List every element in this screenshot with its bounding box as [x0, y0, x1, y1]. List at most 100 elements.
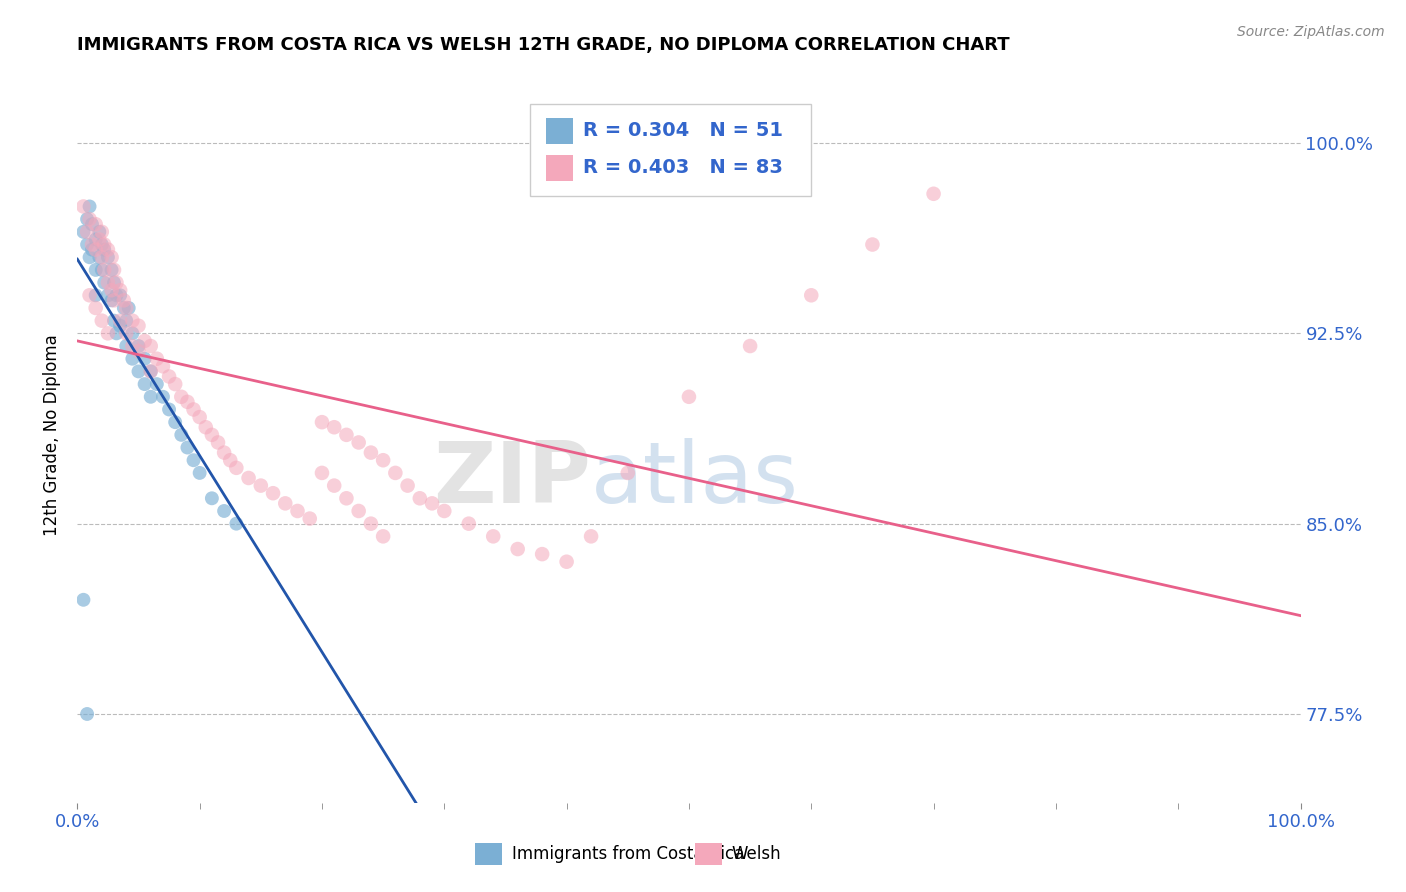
Point [118, 301, 141, 315]
Point [262, 486, 284, 500]
FancyBboxPatch shape [530, 103, 811, 195]
Point [617, 466, 640, 480]
FancyBboxPatch shape [546, 155, 572, 180]
Point [170, 427, 193, 442]
Point [157, 369, 180, 384]
Point [100, 250, 122, 264]
Point [100, 263, 122, 277]
Point [121, 313, 143, 327]
Point [238, 471, 260, 485]
Point [139, 339, 162, 353]
Point [146, 377, 169, 392]
Point [97, 288, 120, 302]
Point [384, 466, 406, 480]
Point [188, 466, 211, 480]
Point [176, 395, 198, 409]
Point [79, 212, 101, 227]
Point [72, 592, 94, 607]
Point [127, 339, 149, 353]
Point [212, 504, 235, 518]
Point [90, 250, 112, 264]
Point [80, 217, 103, 231]
Point [97, 243, 120, 257]
Point [678, 390, 700, 404]
Point [134, 377, 156, 392]
Point [152, 359, 174, 374]
Point [201, 427, 224, 442]
Point [139, 390, 162, 404]
Point [79, 199, 101, 213]
Point [100, 283, 122, 297]
Point [347, 504, 370, 518]
Point [139, 364, 162, 378]
Point [76, 706, 98, 721]
Point [134, 334, 156, 348]
Point [103, 293, 125, 308]
Point [97, 276, 120, 290]
Point [79, 288, 101, 302]
Point [250, 478, 273, 492]
Point [360, 516, 382, 531]
Text: Immigrants from Costa Rica: Immigrants from Costa Rica [512, 846, 744, 863]
Point [105, 288, 128, 302]
Point [127, 344, 149, 359]
Point [89, 250, 111, 264]
Point [89, 232, 111, 246]
Text: Welsh: Welsh [731, 846, 782, 863]
Point [79, 250, 101, 264]
Point [335, 427, 357, 442]
Point [80, 243, 103, 257]
Point [76, 237, 98, 252]
Point [84, 243, 107, 257]
Point [84, 232, 107, 246]
Text: R = 0.304   N = 51: R = 0.304 N = 51 [582, 121, 783, 140]
FancyBboxPatch shape [475, 843, 502, 865]
Point [90, 263, 112, 277]
Point [103, 263, 125, 277]
Point [121, 351, 143, 366]
Point [108, 313, 131, 327]
Point [311, 466, 333, 480]
Point [72, 225, 94, 239]
Point [433, 504, 456, 518]
Point [93, 237, 115, 252]
Point [115, 301, 138, 315]
Point [862, 237, 884, 252]
Text: Source: ZipAtlas.com: Source: ZipAtlas.com [1237, 25, 1385, 39]
Point [371, 529, 394, 543]
Point [323, 420, 346, 434]
Point [531, 547, 554, 561]
Point [360, 445, 382, 459]
Point [146, 351, 169, 366]
Point [108, 318, 131, 333]
Point [112, 293, 135, 308]
Point [188, 410, 211, 425]
Point [105, 326, 128, 341]
Point [103, 276, 125, 290]
Point [108, 288, 131, 302]
Point [80, 237, 103, 252]
FancyBboxPatch shape [695, 843, 721, 865]
Point [183, 402, 205, 417]
Point [103, 313, 125, 327]
Point [225, 516, 247, 531]
Point [165, 377, 187, 392]
Point [298, 511, 321, 525]
Point [93, 243, 115, 257]
Point [371, 453, 394, 467]
Point [170, 390, 193, 404]
Point [183, 453, 205, 467]
Point [93, 276, 115, 290]
Text: R = 0.403   N = 83: R = 0.403 N = 83 [582, 158, 782, 178]
Point [139, 364, 162, 378]
Point [121, 339, 143, 353]
Point [396, 478, 419, 492]
Point [287, 504, 309, 518]
Point [212, 445, 235, 459]
Point [72, 199, 94, 213]
Point [225, 460, 247, 475]
Point [311, 415, 333, 429]
Text: atlas: atlas [591, 437, 799, 521]
Point [90, 237, 112, 252]
Y-axis label: 12th Grade, No Diploma: 12th Grade, No Diploma [44, 334, 62, 536]
